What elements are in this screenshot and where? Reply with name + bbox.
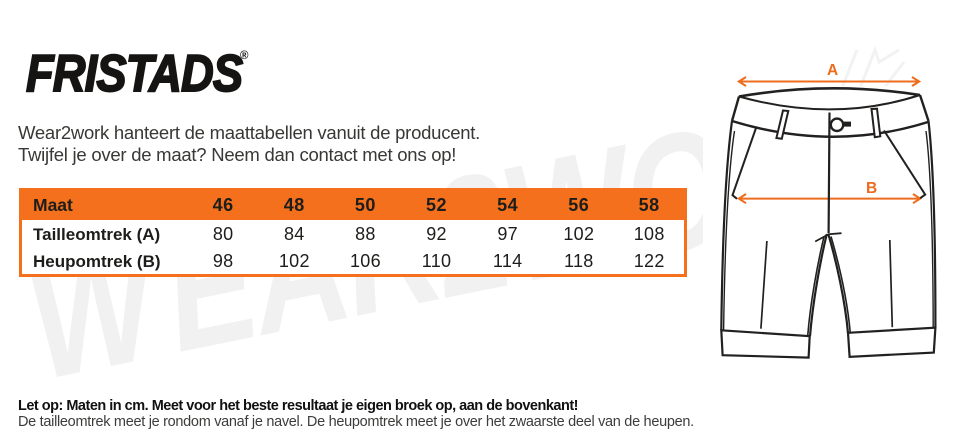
svg-text:B: B [866, 180, 877, 197]
svg-text:A: A [827, 62, 838, 79]
